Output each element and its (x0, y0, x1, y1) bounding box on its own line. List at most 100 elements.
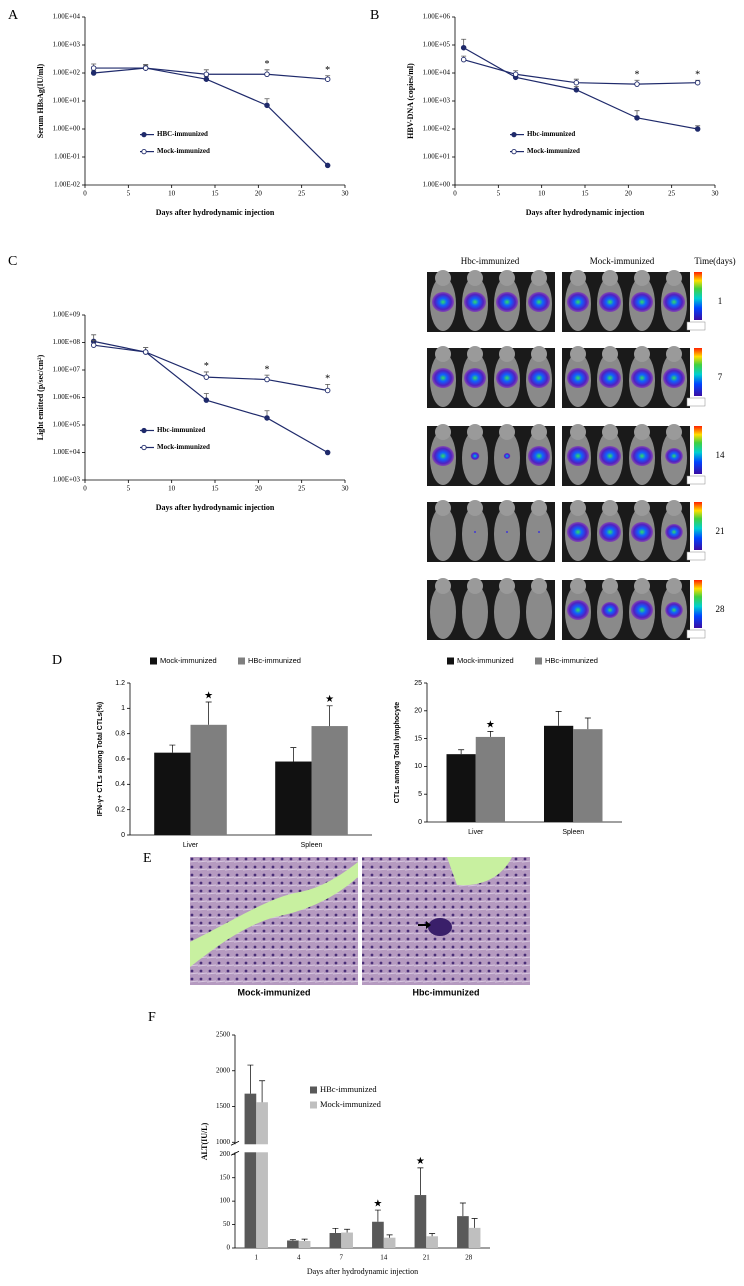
y-tick-label: 1.00E+03 (53, 476, 81, 484)
mouse (462, 507, 488, 561)
error-bar (289, 1239, 296, 1241)
mouse (526, 585, 552, 639)
legend-swatch (310, 1086, 317, 1094)
data-point (90, 65, 97, 71)
data-point (324, 76, 331, 82)
axis-break-gap (231, 1144, 490, 1153)
data-point (324, 387, 331, 394)
signal (599, 522, 621, 542)
imaging-header: Mock-immunized (590, 256, 655, 266)
x-tick-label: 30 (712, 190, 720, 198)
series-line (93, 67, 329, 166)
bar (426, 1236, 438, 1248)
mouse (494, 507, 520, 561)
y-tick-label: 0.4 (115, 781, 125, 788)
colorbar (694, 272, 702, 320)
legend-marker (141, 131, 147, 138)
signal (432, 446, 454, 466)
mouse-head (666, 578, 682, 594)
x-tick-label: 4 (297, 1254, 301, 1262)
significance-star: * (695, 70, 700, 81)
series-line (93, 340, 328, 454)
y-tick-label: 150 (220, 1173, 231, 1181)
mouse-head (570, 270, 586, 286)
error-bar (417, 1167, 424, 1196)
legend-label: HBC-immunized (157, 130, 208, 138)
signal (663, 368, 685, 388)
legend-label: Hbc-immunized (157, 426, 205, 434)
legend-marker (511, 131, 517, 138)
bar (468, 1227, 481, 1248)
legend-label: Mock-immunized (157, 443, 210, 451)
signal (528, 446, 550, 466)
y-tick-label: 1.00E+05 (423, 41, 451, 49)
colorbar-box (686, 551, 706, 561)
mouse-head (531, 578, 547, 594)
x-tick-label: 1 (255, 1254, 259, 1262)
y-tick-label: 0.2 (115, 807, 125, 814)
imaging-header: Hbc-immunized (461, 256, 520, 266)
x-tick-label: 10 (538, 190, 546, 198)
signal (470, 452, 480, 460)
x-tick-label: 5 (127, 190, 131, 198)
bar (154, 752, 191, 835)
vessel (447, 857, 512, 886)
mouse-head (634, 346, 650, 362)
y-tick-label: 1.00E+09 (53, 311, 81, 319)
legend-marker (141, 148, 147, 155)
y-tick-label: 1.00E+02 (53, 69, 81, 77)
y-tick-label: 1.00E+04 (423, 69, 451, 77)
y-tick-label: 1000 (216, 1138, 231, 1146)
time-label: 1 (718, 296, 723, 306)
x-tick-label: 21 (423, 1254, 431, 1262)
significance-star: * (265, 59, 270, 70)
y-tick-label: 1.00E-02 (54, 181, 80, 189)
mouse (462, 585, 488, 639)
y-tick-label: 1.00E+01 (53, 97, 81, 105)
mouse-head (531, 424, 547, 440)
significance-star: ★ (204, 690, 213, 701)
mouse-head (435, 346, 451, 362)
y-tick-label: 1.00E+02 (423, 125, 451, 133)
error-bar (555, 711, 562, 726)
error-bar (429, 1233, 436, 1237)
mouse (430, 585, 456, 639)
x-tick-label: 7 (340, 1254, 344, 1262)
y-tick-label: 1.00E-01 (54, 153, 80, 161)
signal (464, 368, 486, 388)
signal (567, 522, 589, 542)
bar (190, 724, 227, 835)
histology-label: Hbc-immunized (412, 987, 479, 997)
axis-break-mark (230, 1140, 240, 1156)
mouse-head (467, 578, 483, 594)
legend-swatch (535, 657, 542, 665)
bar (544, 725, 574, 822)
error-bar (332, 1227, 339, 1233)
error-bar (584, 717, 591, 730)
histology-label: Mock-immunized (237, 987, 310, 997)
x-tick-label: 15 (212, 485, 220, 493)
y-tick-label: 20 (414, 708, 422, 715)
mouse-head (435, 424, 451, 440)
histology-image (190, 857, 358, 985)
y-tick-label: 1.00E+00 (423, 181, 451, 189)
bar (275, 761, 312, 835)
y-tick-label: 0.6 (115, 756, 125, 763)
mouse-head (499, 578, 515, 594)
vessel (190, 862, 358, 967)
data-point (634, 81, 640, 87)
error-bar (326, 705, 333, 727)
y-tick-label: 15 (414, 735, 422, 742)
time-label: 28 (716, 604, 726, 614)
y-tick-label: 100 (220, 1197, 231, 1205)
y-tick-label: 5 (418, 791, 422, 798)
x-tick-label: 0 (83, 485, 87, 493)
signal (496, 368, 518, 388)
mouse-head (666, 424, 682, 440)
signal (567, 600, 589, 620)
significance-star: * (325, 374, 330, 385)
colorbar (694, 502, 702, 550)
imaging-header: Time(days) (694, 256, 735, 266)
y-axis-title: Serum HBsAg(IU/ml) (36, 63, 45, 138)
y-tick-label: 1.00E+04 (53, 448, 81, 456)
